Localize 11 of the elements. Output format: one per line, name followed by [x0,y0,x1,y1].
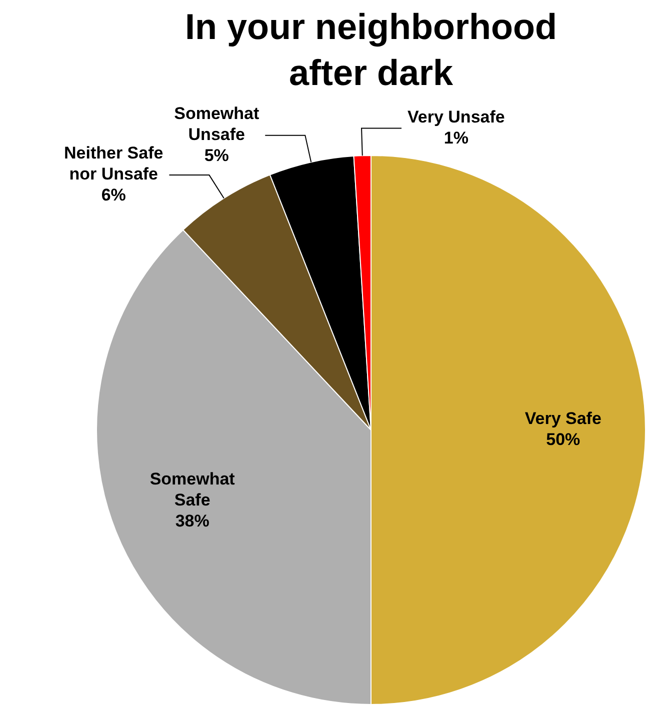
data-label: 5% [204,146,229,166]
data-label: 50% [546,430,580,450]
slice-label: Somewhat Safe [150,469,236,510]
slice-label: Very Safe [524,409,602,428]
slice-label: Neither Safe nor Unsafe [64,144,164,184]
data-label: 1% [444,128,468,148]
data-label: 38% [175,511,210,530]
data-label: 6% [101,186,126,205]
slice-label: Somewhat Unsafe [174,104,260,144]
slice-label: Very Unsafe [408,107,505,126]
chart-title: In your neighborhood after dark [184,5,558,95]
